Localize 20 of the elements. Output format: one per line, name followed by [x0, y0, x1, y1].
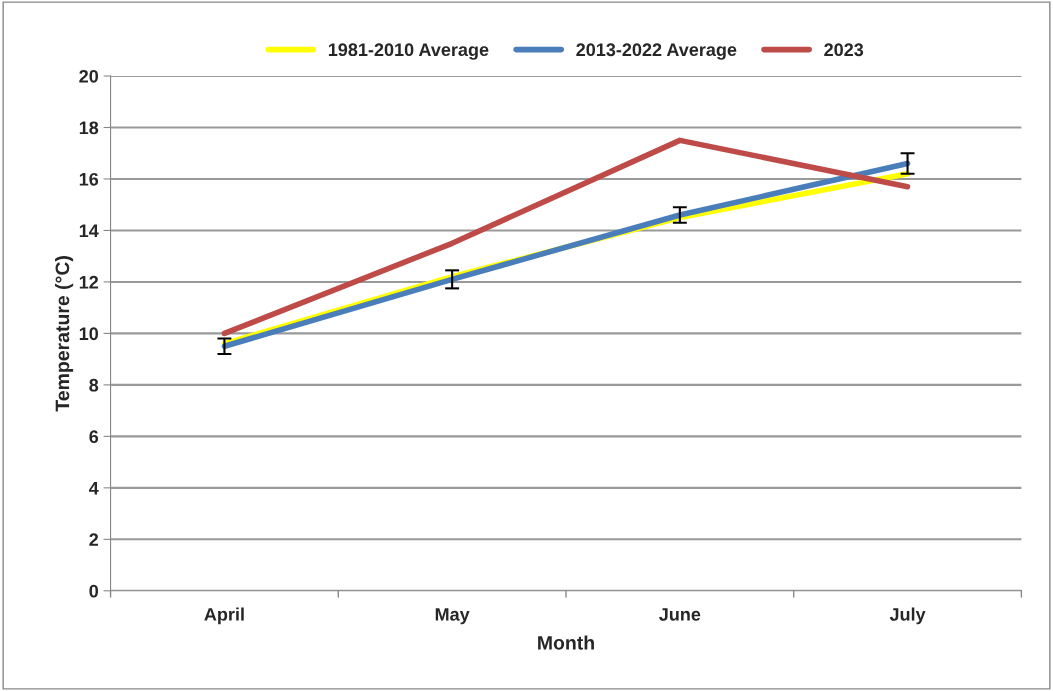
- y-tick-label: 18: [79, 121, 99, 135]
- x-tick-label: June: [659, 608, 701, 621]
- y-tick-label: 8: [89, 378, 99, 392]
- y-tick-label: 16: [79, 172, 99, 186]
- y-tick-label: 10: [79, 327, 99, 341]
- y-tick-label: 2: [89, 533, 99, 546]
- y-tick-label: 12: [79, 275, 99, 289]
- x-tick-label: April: [204, 607, 244, 625]
- y-axis-title: Temperature (°C): [55, 256, 74, 412]
- x-tick-label: July: [889, 607, 926, 625]
- y-tick-label: 20: [79, 69, 99, 83]
- x-axis-title: Month: [538, 635, 594, 650]
- y-tick-label: 4: [88, 481, 99, 495]
- y-tick-label: 14: [79, 224, 99, 237]
- y-tick-label: 0: [89, 584, 99, 598]
- legend-label: 1981-2010 Average: [328, 43, 489, 60]
- legend-label: 2013-2022 Average: [576, 43, 737, 60]
- legend-label: 2023: [824, 43, 864, 57]
- y-tick-label: 6: [89, 430, 99, 444]
- x-tick-label: May: [435, 608, 470, 625]
